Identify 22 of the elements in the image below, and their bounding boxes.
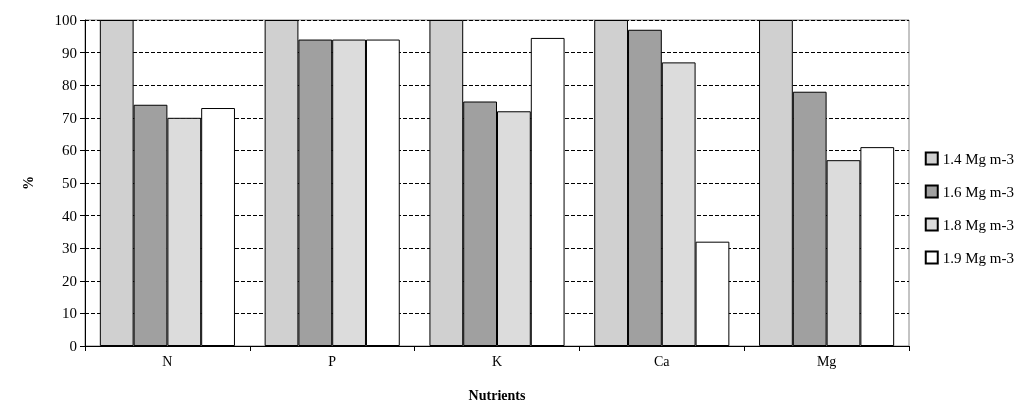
- y-tick-label: 30: [62, 240, 77, 257]
- y-tick-label: 40: [62, 207, 77, 224]
- x-tick-label: Ca: [654, 353, 671, 369]
- y-tick-label: 20: [62, 272, 77, 289]
- legend-label: 1.6 Mg m-3: [942, 183, 1014, 200]
- y-tick-label: 70: [62, 109, 77, 126]
- y-tick-label: 80: [62, 77, 77, 94]
- y-tick-label: 60: [62, 142, 77, 159]
- x-tick-label: K: [491, 353, 503, 369]
- legend-label: 1.9 Mg m-3: [942, 249, 1014, 266]
- y-tick-label: 0: [69, 338, 77, 354]
- x-tick-label: P: [328, 353, 337, 369]
- x-tick-label: Mg: [816, 353, 837, 369]
- y-tick-label: 50: [62, 175, 77, 191]
- x-axis-title: Nutrients: [468, 387, 526, 403]
- legend-label: 1.4 Mg m-3: [942, 150, 1014, 167]
- y-tick-label: 10: [62, 305, 77, 322]
- legend-label: 1.8 Mg m-3: [942, 216, 1014, 233]
- y-tick-label: 90: [62, 44, 77, 61]
- x-tick-label: N: [162, 353, 173, 369]
- y-tick-label: 100: [54, 12, 77, 28]
- y-axis-title: %: [20, 176, 36, 190]
